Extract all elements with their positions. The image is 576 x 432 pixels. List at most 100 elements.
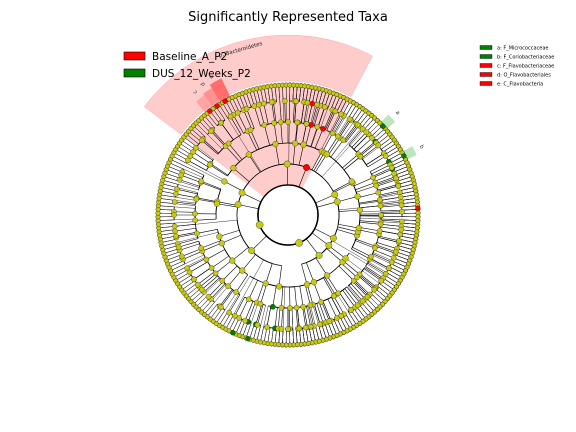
leaf-branch (332, 100, 351, 134)
branch (311, 104, 318, 126)
branch (200, 182, 221, 191)
leaf-branch (162, 245, 179, 251)
internal-node (270, 303, 276, 310)
branch (219, 229, 240, 237)
branch (174, 201, 196, 205)
branch (327, 298, 338, 319)
internal-node (232, 313, 238, 319)
internal-node (269, 99, 275, 105)
leaf-branch (380, 212, 418, 214)
internal-node (193, 196, 200, 202)
leaf-branch (161, 232, 219, 247)
branch (233, 167, 250, 182)
leaf-branch (175, 149, 190, 158)
branch (311, 232, 330, 246)
internal-node (243, 106, 250, 112)
branch (248, 280, 258, 300)
leaf-branch (159, 194, 197, 201)
branch (192, 151, 211, 164)
leaf-branch (299, 85, 302, 102)
internal-node (330, 293, 337, 299)
branch (302, 123, 307, 145)
leaf-branch (377, 133, 390, 145)
leaf-branch (206, 113, 218, 126)
highlighted-leaf-7 (245, 336, 251, 342)
internal-node (281, 98, 288, 104)
leaf-branch (198, 297, 210, 310)
branch (375, 177, 397, 186)
leaf-branch (204, 115, 215, 128)
branch (210, 163, 229, 176)
clade-arc (257, 184, 319, 246)
internal-node (303, 121, 310, 127)
branch (266, 306, 272, 328)
branch (187, 160, 207, 171)
internal-node (218, 240, 225, 247)
branch (303, 102, 308, 124)
branch (228, 294, 241, 313)
leaf-branch (394, 254, 410, 261)
branch (200, 240, 221, 249)
branch (265, 263, 273, 284)
branch (316, 201, 338, 208)
internal-node (205, 294, 212, 300)
leaf-branch (245, 91, 252, 108)
internal-node (271, 120, 277, 126)
leaf-branch (206, 304, 218, 317)
internal-node (173, 191, 179, 197)
leaf-branch (238, 94, 246, 110)
branch (379, 192, 400, 197)
branch (379, 196, 401, 201)
branch (342, 153, 359, 169)
internal-node (368, 253, 374, 260)
branch (316, 303, 324, 324)
leaf-branch (228, 316, 237, 331)
internal-node (354, 274, 360, 281)
leaf-branch (252, 89, 258, 106)
branch (179, 243, 200, 251)
internal-node (323, 151, 330, 158)
clade-legend-label-a: a: F_Micrococcaceae (497, 46, 549, 52)
leaf-branch (186, 133, 199, 145)
internal-node (219, 278, 225, 284)
branch (327, 137, 341, 156)
branch (175, 193, 197, 199)
branch (358, 229, 380, 235)
branch (241, 192, 262, 203)
branch (338, 118, 350, 137)
internal-node (308, 122, 314, 128)
leaf-branch (181, 280, 195, 291)
branch (355, 238, 376, 247)
branch (307, 284, 314, 305)
branch (176, 188, 198, 195)
leaf-branch (263, 87, 268, 103)
branch (310, 126, 318, 147)
internal-node (278, 305, 285, 311)
internal-node (310, 279, 317, 286)
branch (359, 142, 377, 157)
branch (175, 231, 197, 237)
leaf-branch (334, 102, 354, 135)
internal-node (192, 210, 198, 217)
branch (371, 164, 391, 175)
internal-node (338, 111, 344, 117)
internal-node (395, 183, 402, 189)
clade-legend-label-e: e: C_Flavobacteria (497, 82, 543, 88)
branch (359, 221, 381, 225)
internal-node (315, 252, 323, 259)
internal-node (221, 178, 228, 185)
leaf-branch (348, 104, 357, 119)
branch (338, 209, 360, 212)
branch (337, 226, 359, 233)
internal-node (398, 202, 405, 208)
leaf-branch (172, 257, 206, 275)
leaf-branch (327, 321, 334, 337)
internal-node (248, 247, 255, 254)
leaf-branch (170, 159, 205, 176)
internal-node (371, 286, 377, 293)
internal-node (192, 217, 198, 224)
branch (293, 101, 295, 123)
internal-node (398, 226, 404, 233)
branch (341, 263, 358, 278)
branch (326, 275, 339, 294)
